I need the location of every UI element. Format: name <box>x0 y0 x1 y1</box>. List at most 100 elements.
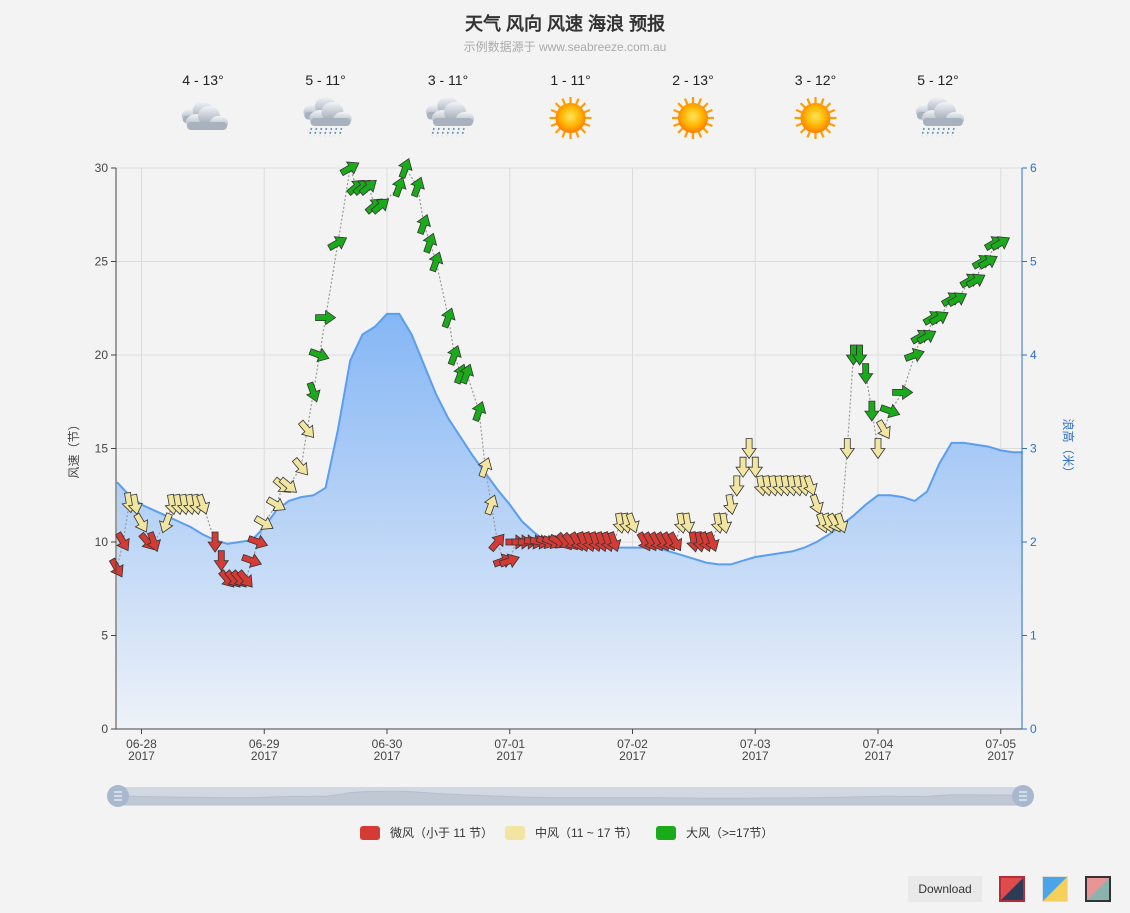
wind-arrow-45 <box>447 344 462 366</box>
x-tick-label-6: 07-04 <box>863 737 894 751</box>
wind-arrow-128 <box>990 236 1011 251</box>
wind-arrow-25 <box>278 476 297 493</box>
cloudy-icon <box>181 101 228 130</box>
wind-arrow-118 <box>916 329 937 345</box>
zoom-preview <box>117 790 1025 806</box>
sunny-icon <box>672 97 714 139</box>
sunny-icon <box>549 97 592 139</box>
wind-arrow-38 <box>391 176 407 198</box>
theme-button-blue-yellow[interactable] <box>1042 876 1068 902</box>
wind-arrow-14 <box>207 531 223 553</box>
wind-arrow-23 <box>265 496 286 512</box>
wind-arrow-39 <box>397 157 413 179</box>
x-tick-label-1: 06-29 <box>249 737 280 751</box>
wind-arrow-29 <box>308 347 330 363</box>
x-tick-year-5: 2017 <box>742 749 769 763</box>
weather-temp-0: 4 - 13° <box>182 72 223 88</box>
wind-arrow-20 <box>241 553 263 568</box>
wind-arrow-81 <box>679 512 696 534</box>
y-right-axis-title: 浪高（米） <box>1061 418 1076 478</box>
y-right-tick-label-3: 3 <box>1030 442 1037 456</box>
legend-swatch-1 <box>505 826 525 840</box>
download-button[interactable]: Download <box>908 876 982 902</box>
legend: 微风（小于 11 节） 中风（11 ~ 17 节） 大风（>=17节） <box>360 825 773 840</box>
theme-button-pastel[interactable] <box>1085 876 1111 902</box>
wind-arrow-85 <box>704 531 720 553</box>
wave-height-area <box>116 313 1023 729</box>
wind-arrow-6 <box>146 531 161 553</box>
wind-arrow-115 <box>892 384 914 401</box>
x-tick-year-7: 2017 <box>987 749 1014 763</box>
y-right-tick-label-0: 0 <box>1030 722 1037 736</box>
theme-button-red[interactable] <box>999 876 1025 902</box>
wind-arrow-1 <box>114 531 130 552</box>
x-tick-label-7: 07-05 <box>985 737 1016 751</box>
x-tick-label-0: 06-28 <box>126 737 157 751</box>
wind-arrow-3 <box>127 493 143 516</box>
wind-arrow-116 <box>903 347 925 363</box>
wind-arrow-92 <box>747 456 764 478</box>
y-right-tick-label-4: 4 <box>1030 348 1037 362</box>
wind-arrow-113 <box>875 419 891 440</box>
wind-arrow-31 <box>327 236 348 251</box>
x-tick-year-2: 2017 <box>374 749 401 763</box>
wind-arrow-53 <box>498 553 520 569</box>
wind-arrow-42 <box>422 232 438 254</box>
legend-label-0: 微风（小于 11 节） <box>390 826 493 840</box>
wind-arrow-79 <box>667 531 683 552</box>
weather-temp-1: 5 - 11° <box>305 72 345 88</box>
wind-arrow-22 <box>253 515 274 530</box>
legend-swatch-0 <box>360 826 380 840</box>
wind-arrow-40 <box>410 176 425 198</box>
y-right-tick-label-6: 6 <box>1030 161 1037 175</box>
legend-label-1: 中风（11 ~ 17 节） <box>535 825 638 840</box>
wind-arrow-126 <box>977 254 998 270</box>
y-left-tick-label-4: 20 <box>95 348 109 362</box>
axes: 051015202530012345606-28201706-29201706-… <box>67 161 1076 763</box>
weather-forecast-row: 4 - 13° 5 - 11° 3 - 11° 1 - 11° 2 - 13° 3 - 1… <box>181 72 964 139</box>
y-left-tick-label-1: 5 <box>101 629 108 643</box>
wind-arrow-106 <box>833 512 849 534</box>
wind-arrow-35 <box>358 179 377 196</box>
wind-arrow-89 <box>729 475 745 497</box>
y-left-axis-title: 风速（节） <box>67 418 81 478</box>
weather-temp-2: 3 - 11° <box>428 72 468 88</box>
wind-direction-arrows <box>108 157 1011 588</box>
wind-arrow-112 <box>870 438 886 460</box>
wind-arrow-50 <box>483 494 499 516</box>
wind-arrow-15 <box>213 550 230 572</box>
wind-arrow-27 <box>297 419 315 438</box>
y-right-tick-label-2: 2 <box>1030 535 1037 549</box>
wind-arrow-41 <box>416 214 431 236</box>
weather-temp-5: 3 - 12° <box>795 72 836 88</box>
wind-arrow-32 <box>339 161 360 177</box>
x-tick-year-0: 2017 <box>128 749 155 763</box>
legend-swatch-2 <box>656 826 676 840</box>
wave-height-series <box>116 312 1023 729</box>
y-left-tick-label-3: 15 <box>95 442 109 456</box>
wind-arrow-19 <box>236 569 253 588</box>
showers-icon <box>303 96 352 137</box>
sunny-icon <box>794 97 837 139</box>
y-left-tick-label-5: 25 <box>95 255 109 269</box>
chart-subtitle: 示例数据源于 www.seabreeze.com.au <box>463 40 667 54</box>
wind-arrow-4 <box>133 512 149 533</box>
wind-arrow-43 <box>428 251 444 273</box>
x-tick-label-2: 06-30 <box>372 737 403 751</box>
chart-title: 天气 风向 风速 海浪 预报 <box>464 14 665 34</box>
data-zoom-slider[interactable] <box>107 785 1034 807</box>
wind-arrow-124 <box>965 273 986 289</box>
wind-arrow-49 <box>477 457 493 479</box>
wind-arrow-102 <box>809 493 824 515</box>
wind-arrow-107 <box>839 438 856 460</box>
zoom-handle-left-grip <box>114 791 122 801</box>
wind-arrow-48 <box>471 401 487 423</box>
wind-arrow-26 <box>291 457 308 476</box>
wind-arrow-13 <box>195 493 211 515</box>
wind-arrow-47 <box>459 363 474 385</box>
wind-arrow-51 <box>488 533 505 553</box>
wind-arrow-109 <box>851 344 868 366</box>
wind-arrow-91 <box>741 438 757 460</box>
y-right-tick-label-1: 1 <box>1030 629 1037 643</box>
weather-temp-6: 5 - 12° <box>917 72 958 88</box>
